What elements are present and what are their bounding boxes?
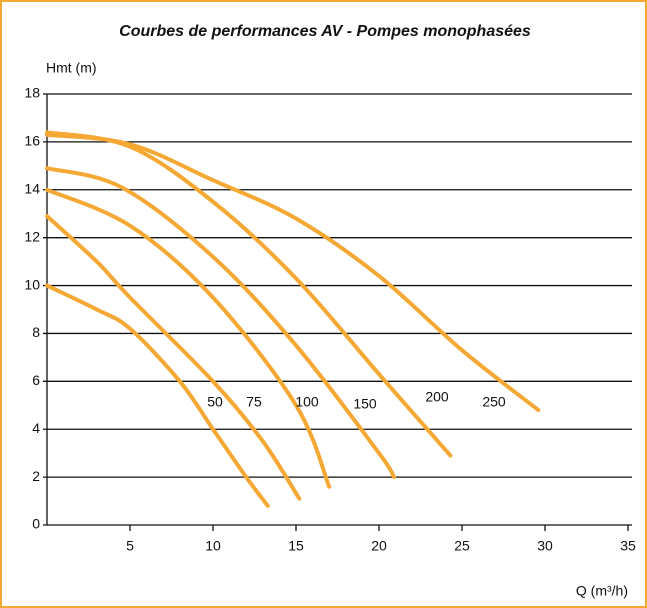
performance-curve [45, 187, 332, 489]
y-tick-label: 18 [24, 85, 40, 101]
y-tick-label: 4 [32, 420, 40, 436]
x-tick-label: 10 [205, 538, 221, 554]
curve-label: 250 [482, 394, 506, 410]
y-tick-label: 14 [24, 180, 40, 196]
chart-title: Courbes de performances AV - Pompes mono… [119, 23, 531, 40]
performance-curve [45, 214, 302, 501]
x-tick-label: 25 [454, 538, 470, 554]
y-tick-label: 12 [24, 228, 40, 244]
curve-label: 200 [425, 389, 449, 405]
x-tick-label: 20 [371, 538, 387, 554]
y-axis-label: Hmt (m) [46, 60, 97, 76]
x-tick-label: 35 [620, 538, 636, 554]
curve-label: 50 [207, 394, 223, 410]
curve-label: 75 [246, 394, 262, 410]
x-axis-label: Q (m³/h) [576, 583, 628, 599]
y-tick-label: 16 [24, 133, 40, 149]
performance-curve [45, 130, 453, 458]
performance-curve [45, 283, 270, 508]
y-tick-label: 6 [32, 372, 40, 388]
performance-curve [45, 132, 541, 413]
y-tick-label: 0 [32, 516, 40, 532]
performance-curve [45, 166, 396, 480]
x-tick-label: 30 [537, 538, 553, 554]
x-tick-label: 5 [126, 538, 134, 554]
y-tick-label: 8 [32, 324, 40, 340]
curve-label: 150 [353, 396, 377, 412]
y-tick-label: 10 [24, 276, 40, 292]
y-tick-label: 2 [32, 468, 40, 484]
curve-label: 100 [295, 394, 319, 410]
x-tick-label: 15 [288, 538, 304, 554]
